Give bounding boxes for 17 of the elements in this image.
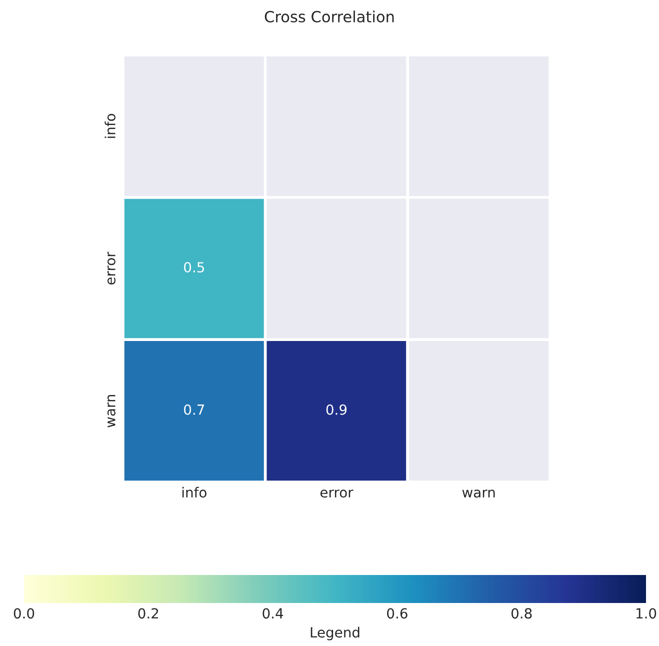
color-bar-title: Legend (310, 626, 360, 640)
y-tick-label: info (104, 114, 116, 138)
data-label: 0.5 (184, 262, 204, 273)
color-bar-label: 0.4 (262, 608, 284, 619)
color-bar-label: 0.6 (387, 608, 408, 619)
data-label: 0.7 (184, 404, 204, 415)
y-tick-label: warn (107, 394, 116, 428)
chart-title: Cross Correlation (264, 10, 394, 22)
data-label: 0.9 (326, 404, 347, 415)
color-bar-label: 1.0 (636, 608, 656, 619)
x-tick-label: info (182, 486, 206, 498)
x-tick-label: warn (462, 490, 495, 498)
color-bar-label: 0.8 (511, 608, 532, 619)
color-bar-label: 0.0 (14, 608, 34, 619)
color-bar-label: 0.2 (138, 608, 158, 619)
x-tick-label: error (320, 490, 354, 498)
y-tick-label: error (107, 252, 116, 285)
